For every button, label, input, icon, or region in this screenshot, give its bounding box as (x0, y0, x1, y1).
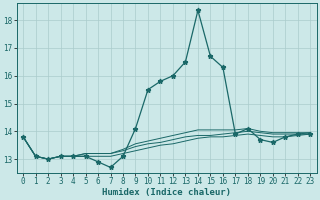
X-axis label: Humidex (Indice chaleur): Humidex (Indice chaleur) (102, 188, 231, 197)
